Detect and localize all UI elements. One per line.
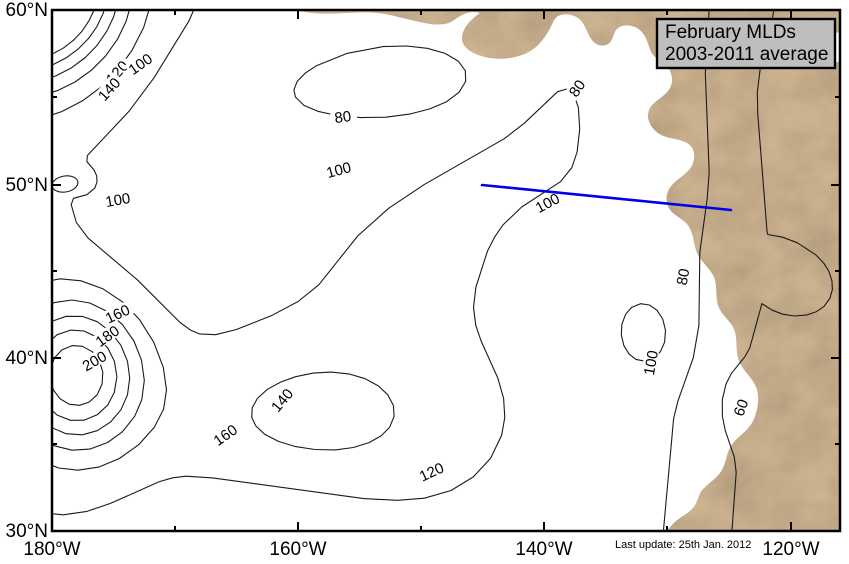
svg-text:120°W: 120°W [762, 539, 819, 560]
svg-text:February MLDs: February MLDs [665, 22, 796, 43]
svg-text:Last update: 25th Jan. 2012: Last update: 25th Jan. 2012 [615, 539, 751, 551]
svg-text:140°W: 140°W [515, 539, 572, 560]
svg-text:80: 80 [674, 267, 694, 286]
svg-text:60°N: 60°N [6, 0, 48, 21]
svg-text:40°N: 40°N [6, 348, 48, 369]
svg-text:2003-2011 average: 2003-2011 average [665, 44, 828, 65]
svg-text:50°N: 50°N [6, 175, 48, 196]
svg-text:180°W: 180°W [23, 539, 80, 560]
svg-text:80: 80 [333, 108, 352, 127]
svg-text:160°W: 160°W [269, 539, 326, 560]
